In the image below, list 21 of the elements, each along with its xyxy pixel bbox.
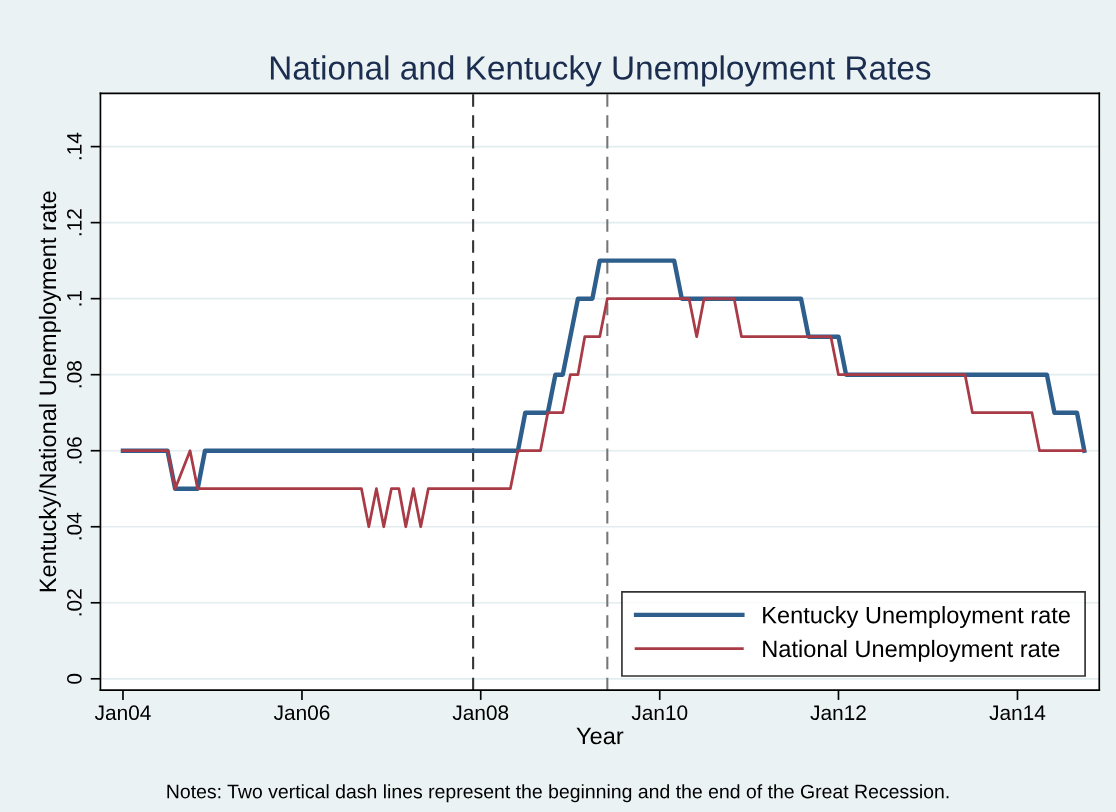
y-tick-label: .14 — [67, 132, 82, 160]
legend-label: Kentucky Unemployment rate — [763, 606, 1070, 629]
y-tick-label: .12 — [66, 209, 82, 236]
chart-title: National and Kentucky Unemployment Rates — [270, 55, 931, 87]
text: Notes: Two vertical dash lines represent the beginning and the end of the Great Recession. — [167, 784, 949, 803]
x-tick-label: Jan04 — [94, 705, 151, 721]
y-tick-label: .1 — [67, 290, 82, 306]
legend-label: National Unemployment rate — [763, 639, 1060, 662]
y-tick-label: .02 — [66, 589, 82, 616]
x-axis-title: Year — [576, 727, 624, 745]
x-tick-label: Jan10 — [631, 705, 688, 721]
y-tick-label: .08 — [66, 361, 82, 388]
y-tick-label: 0 — [66, 673, 82, 684]
y-tick-label: .04 — [66, 512, 82, 540]
x-tick-label: Jan12 — [810, 705, 866, 721]
x-tick-label: Jan06 — [273, 705, 330, 721]
line-series — [121, 297, 1086, 529]
x-tick-label: Jan14 — [989, 705, 1046, 721]
y-tick-label: .06 — [66, 437, 82, 464]
y-axis-title: Kentucky/National Unemployment rate — [38, 191, 61, 592]
x-tick-label: Jan08 — [452, 705, 509, 721]
